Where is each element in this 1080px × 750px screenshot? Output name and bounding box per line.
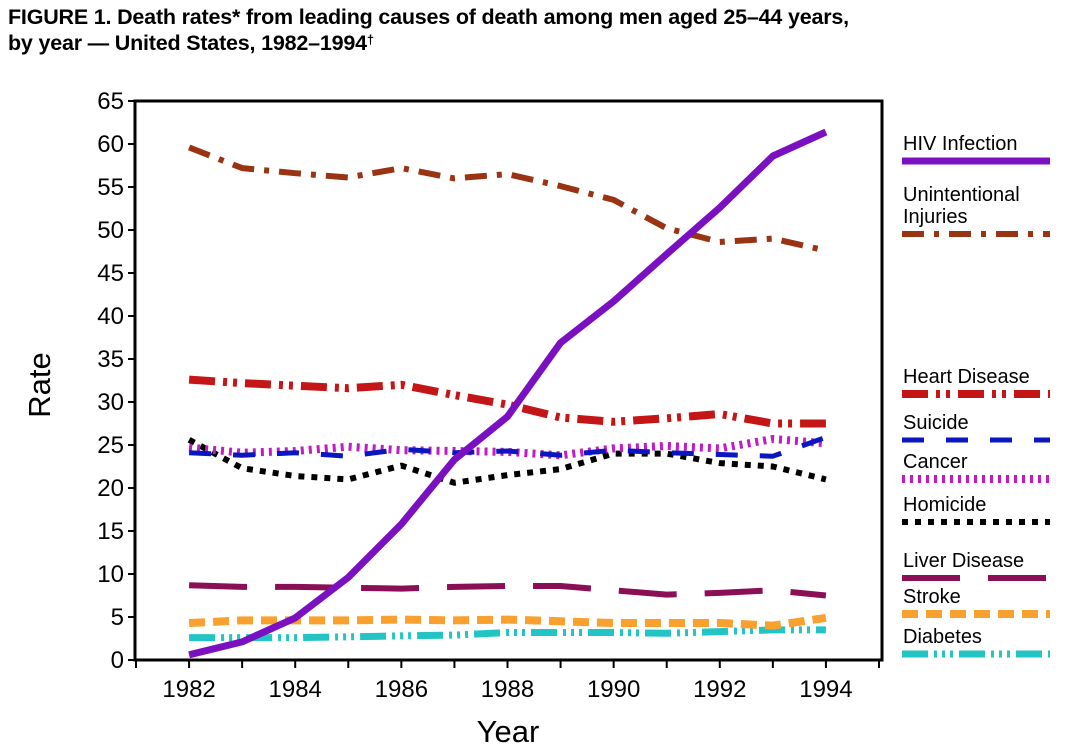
y-tick-label: 45 (97, 260, 124, 287)
chart-title-line-1: FIGURE 1. Death rates* from leading caus… (8, 5, 849, 29)
y-axis: 0 5 10 15 20 25 30 35 40 45 50 55 60 65 (97, 88, 135, 674)
x-tick-label: 1990 (587, 676, 640, 703)
series-line-suicide (188, 434, 827, 459)
chart-title: FIGURE 1. Death rates* from leading caus… (8, 4, 1080, 56)
y-tick-label: 35 (97, 346, 124, 373)
series-line-diabetes (189, 626, 826, 642)
legend-item-hiv-infection: HIV Infection (902, 133, 1050, 165)
x-tick-label: 1984 (269, 676, 322, 703)
legend: HIV Infection Unintentional Injuries Heart… (902, 133, 1050, 658)
legend-label: Injuries (903, 206, 967, 228)
legend-label: Cancer (903, 451, 968, 473)
legend-item-heart-disease: Heart Disease (902, 366, 1050, 398)
x-tick-label: 1982 (162, 676, 215, 703)
legend-label: Heart Disease (903, 366, 1030, 388)
x-tick-label: 1992 (693, 676, 746, 703)
y-tick-label: 0 (111, 647, 124, 674)
legend-label: HIV Infection (903, 133, 1018, 155)
y-tick-label: 30 (97, 389, 124, 416)
y-tick-label: 60 (97, 131, 124, 158)
series-line-hiv-infection (188, 128, 828, 659)
series-line-unintentional-injuries (188, 144, 827, 254)
legend-label: Suicide (903, 412, 969, 434)
y-tick-label: 10 (97, 561, 124, 588)
y-tick-label: 25 (97, 432, 124, 459)
x-tick-label: 1986 (375, 676, 428, 703)
legend-item-diabetes: Diabetes (902, 626, 1050, 658)
legend-label: Stroke (903, 586, 961, 608)
legend-item-homicide: Homicide (902, 494, 1050, 525)
dagger-footnote-mark: † (366, 32, 374, 47)
y-tick-label: 20 (97, 475, 124, 502)
legend-label: Liver Disease (903, 550, 1024, 572)
legend-item-liver-disease: Liver Disease (902, 550, 1050, 581)
x-tick-label: 1988 (481, 676, 534, 703)
y-tick-label: 55 (97, 174, 124, 201)
legend-item-cancer: Cancer (902, 451, 1050, 483)
legend-item-unintentional-injuries: Unintentional Injuries (902, 184, 1050, 237)
legend-item-suicide: Suicide (902, 412, 1050, 443)
y-tick-label: 5 (111, 604, 124, 631)
series-layer (187, 128, 828, 659)
y-tick-label: 65 (97, 88, 124, 115)
chart-title-line-2: by year — United States, 1982–1994† (8, 30, 1080, 56)
chart-title-line-2-text: by year — United States, 1982–1994 (8, 31, 367, 55)
series-line-homicide (187, 437, 827, 486)
legend-item-stroke: Stroke (902, 586, 1050, 618)
x-axis-title: Year (477, 714, 540, 749)
y-axis-title: Rate (22, 352, 57, 417)
y-tick-label: 50 (97, 217, 124, 244)
legend-label: Unintentional (903, 184, 1020, 206)
x-tick-label: 1994 (799, 676, 852, 703)
y-tick-label: 40 (97, 303, 124, 330)
legend-label: Diabetes (903, 626, 982, 648)
y-tick-label: 15 (97, 518, 124, 545)
x-axis: 1982 1984 1986 1988 1990 1992 1994 (135, 660, 880, 703)
series-line-liver-disease (189, 582, 827, 599)
legend-label: Homicide (903, 494, 986, 516)
